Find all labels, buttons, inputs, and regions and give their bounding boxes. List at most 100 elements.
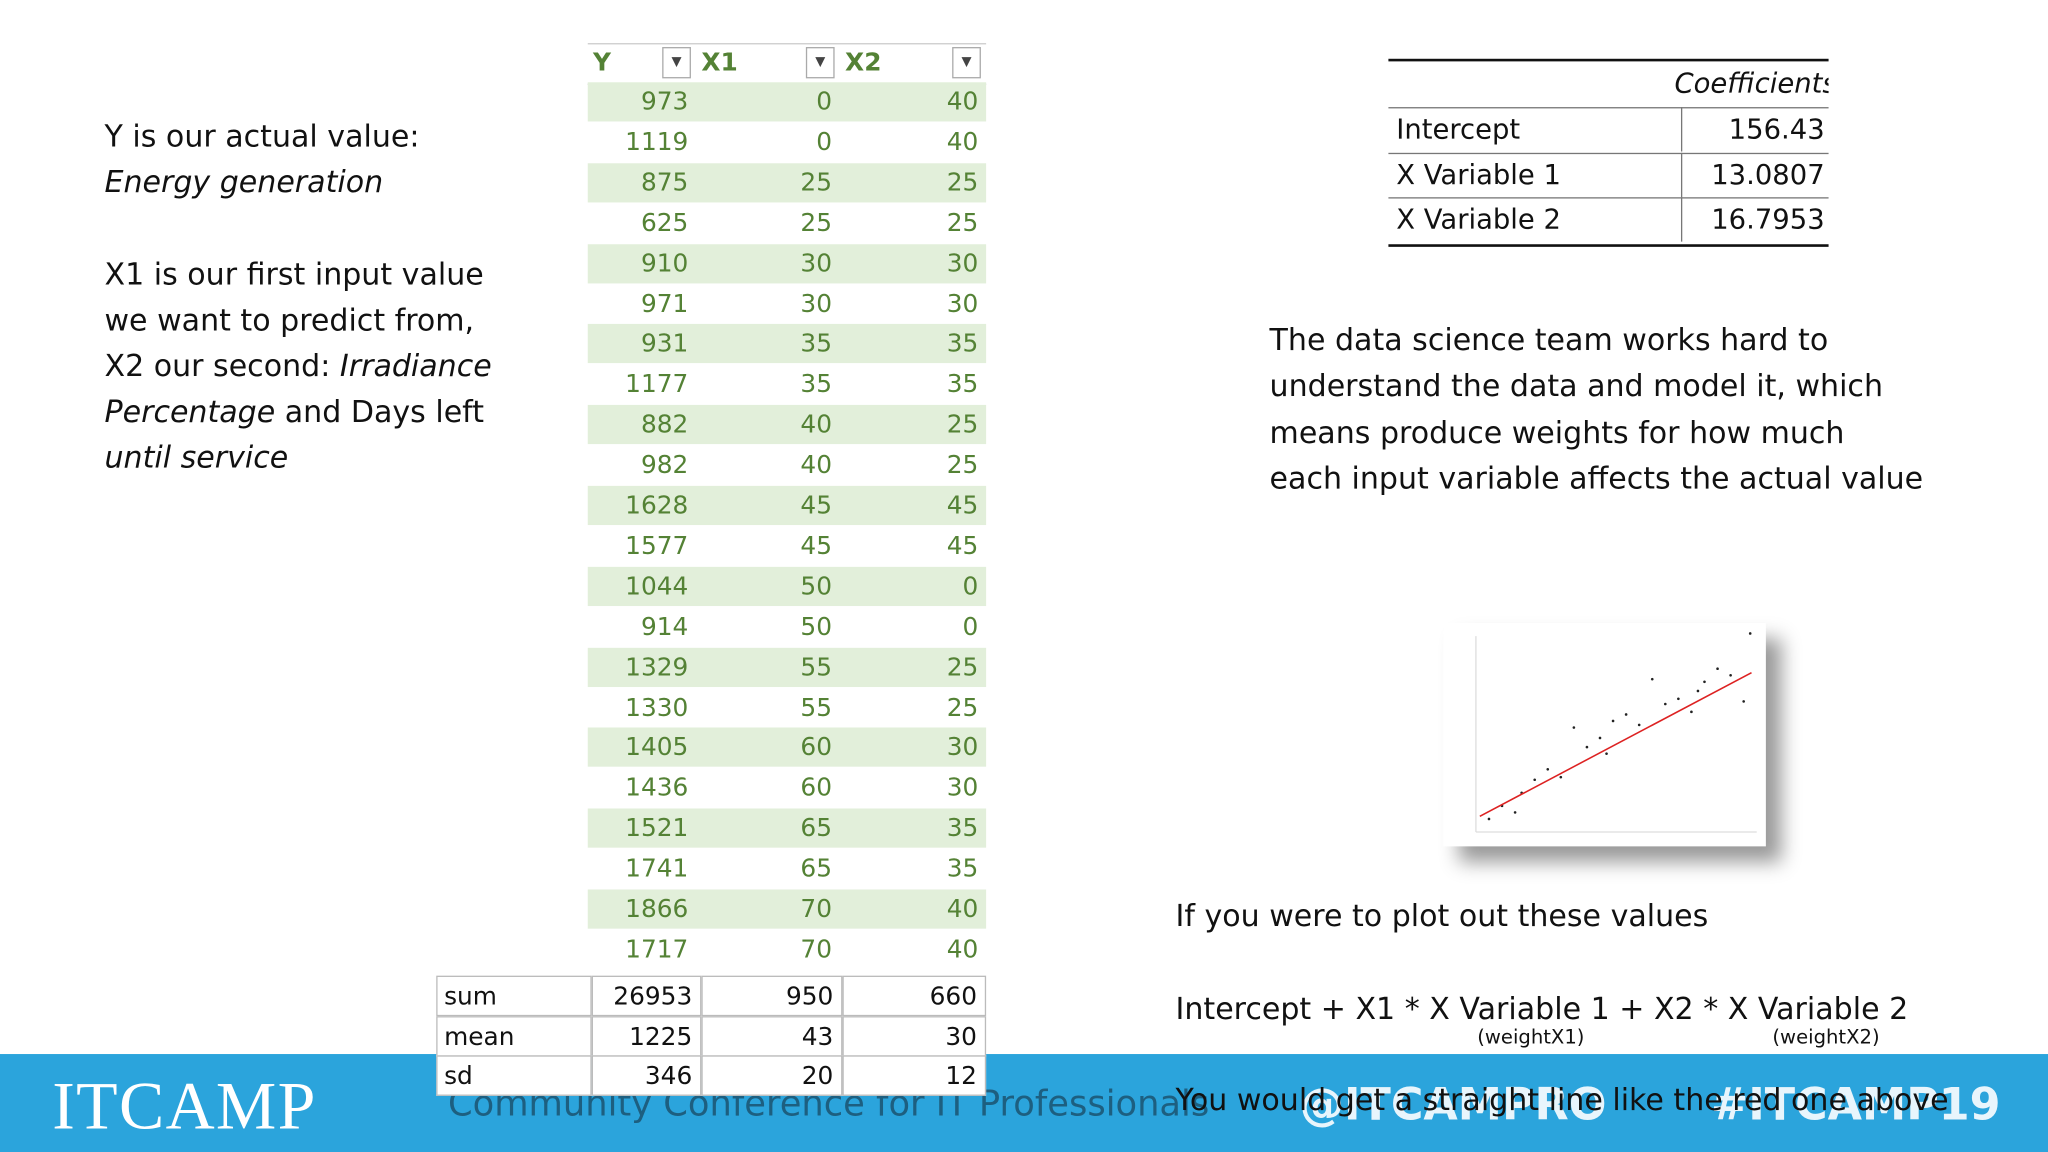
table-cell: 1044 <box>625 571 689 601</box>
table-row <box>587 929 987 969</box>
table-cell: 882 <box>640 410 689 440</box>
table-cell: 70 <box>800 894 832 924</box>
table-cell: 35 <box>800 329 832 359</box>
intro-line: Energy generation <box>104 166 383 200</box>
explanation-line: means produce weights for how much <box>1269 416 1845 451</box>
table-cell: 25 <box>946 450 979 480</box>
explanation-line: understand the data and model it, which <box>1269 370 1883 404</box>
table-cell: 60 <box>800 773 832 803</box>
intro-run: X2 our second: <box>104 350 340 384</box>
intro-run: and Days left <box>275 395 485 430</box>
plot-intro: If you were to plot out these values <box>1175 899 1709 934</box>
table-row <box>587 768 987 808</box>
table-cell: 45 <box>800 491 832 520</box>
coef-row <box>1388 152 1829 198</box>
table-row <box>587 162 987 203</box>
table-cell: 25 <box>946 168 979 197</box>
table-cell: 0 <box>816 87 832 117</box>
coef-value: 13.0807 <box>1711 158 1825 191</box>
table-cell: 1405 <box>625 733 689 762</box>
table-cell: 1628 <box>625 491 689 520</box>
table-cell: 30 <box>800 248 832 278</box>
formula: Intercept + X1 * X Variable 1 + X2 * X V… <box>1175 992 1909 1027</box>
table-row <box>587 606 987 647</box>
table-cell: 35 <box>946 329 979 359</box>
formula-note: (weightX2) <box>1772 1025 1880 1049</box>
table-cell: 30 <box>800 289 832 319</box>
table-row <box>587 405 987 445</box>
footer-hashtag: #ITCAMP19 <box>1711 1078 2001 1132</box>
intro-run: Y is our actual value: <box>104 120 420 155</box>
table-cell: 1717 <box>625 935 689 964</box>
table-cell: 1329 <box>625 652 689 682</box>
intro-run: Energy generation <box>104 166 384 201</box>
intro-line: Y is our actual value: <box>104 120 419 154</box>
table-row <box>587 324 987 364</box>
table-row <box>587 526 987 566</box>
table-cell: 30 <box>946 248 979 278</box>
table-cell: 1866 <box>625 894 689 924</box>
table-cell: 50 <box>800 612 832 641</box>
table-cell: 1330 <box>625 692 689 722</box>
table-cell: 1741 <box>625 854 689 884</box>
table-row <box>587 728 987 768</box>
column-header: X1 <box>701 48 738 78</box>
coef-divider <box>1680 107 1683 152</box>
table-row <box>587 284 987 324</box>
table-cell: 875 <box>640 168 689 197</box>
summary-label: mean <box>436 1015 592 1056</box>
table-cell: 60 <box>800 733 832 762</box>
table-cell: 1119 <box>625 127 689 157</box>
coef-row <box>1388 197 1829 243</box>
scatter-image <box>1443 623 1766 847</box>
summary-value: 20 <box>701 1055 843 1096</box>
table-cell: 55 <box>800 692 832 722</box>
intro-run: Percentage <box>104 395 276 430</box>
table-row <box>587 687 987 727</box>
table-row <box>587 485 987 526</box>
summary-label: sd <box>436 1055 592 1096</box>
table-cell: 25 <box>946 652 979 682</box>
intro-line: we want to predict from, <box>104 304 474 338</box>
table-cell: 70 <box>800 935 832 964</box>
intro-line: until service <box>104 442 288 476</box>
coef-row <box>1388 107 1829 153</box>
table-cell: 1577 <box>625 531 689 561</box>
summary-value: 30 <box>842 1015 987 1056</box>
scatter-plot <box>1475 632 1757 833</box>
table-row <box>587 364 987 404</box>
table-cell: 0 <box>962 571 979 601</box>
table-cell: 35 <box>800 370 832 399</box>
coef-label: X Variable 2 <box>1396 203 1561 236</box>
table-cell: 30 <box>946 733 979 762</box>
coef-divider <box>1680 197 1683 242</box>
table-cell: 910 <box>640 248 689 278</box>
intro-run: we want to predict from, <box>104 304 475 339</box>
table-cell: 35 <box>946 370 979 399</box>
coef-value: 16.7953 <box>1711 203 1825 236</box>
table-cell: 40 <box>946 935 979 964</box>
coef-value: 156.43 <box>1728 113 1825 145</box>
table-row <box>587 889 987 929</box>
coef-label: X Variable 1 <box>1396 158 1561 191</box>
table-row <box>587 203 987 243</box>
table-cell: 931 <box>640 329 689 359</box>
table-cell: 914 <box>640 612 689 641</box>
explanation-line: The data science team works hard to <box>1269 323 1829 358</box>
table-cell: 45 <box>800 531 832 561</box>
table-row <box>587 647 987 687</box>
table-row <box>587 445 987 485</box>
explanation-line: each input variable affects the actual v… <box>1269 462 1924 497</box>
table-cell: 30 <box>946 773 979 803</box>
table-cell: 25 <box>800 168 832 197</box>
footer-logo: ITCAMP <box>52 1069 317 1145</box>
table-cell: 971 <box>640 289 689 319</box>
table-cell: 973 <box>640 87 689 117</box>
table-cell: 1177 <box>625 370 689 399</box>
table-cell: 45 <box>946 531 979 561</box>
table-cell: 0 <box>962 612 979 641</box>
table-cell: 55 <box>800 652 832 682</box>
table-cell: 35 <box>946 854 979 884</box>
table-cell: 25 <box>946 692 979 722</box>
